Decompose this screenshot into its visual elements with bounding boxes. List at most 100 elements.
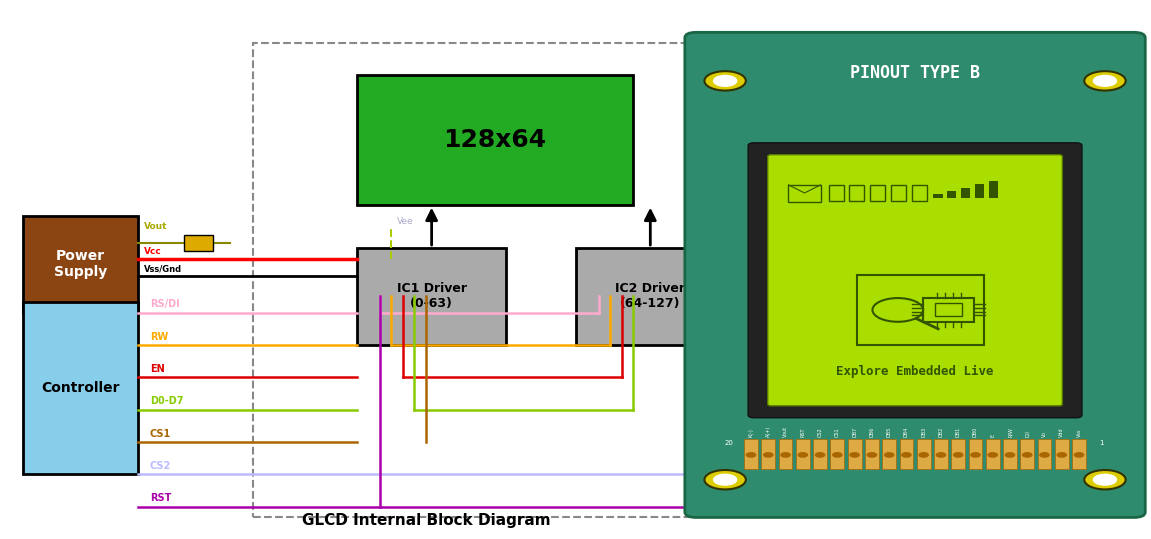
FancyBboxPatch shape — [23, 302, 138, 474]
Circle shape — [832, 453, 841, 457]
FancyBboxPatch shape — [357, 248, 506, 345]
Text: EN: EN — [150, 364, 165, 374]
Bar — [933, 194, 943, 198]
FancyBboxPatch shape — [866, 439, 879, 469]
Bar — [989, 181, 998, 198]
Text: GLCD Internal Block Diagram: GLCD Internal Block Diagram — [302, 513, 550, 528]
FancyBboxPatch shape — [357, 75, 633, 205]
Text: R/W: R/W — [1007, 427, 1013, 437]
FancyBboxPatch shape — [916, 439, 930, 469]
Circle shape — [780, 453, 790, 457]
Text: RS/DI: RS/DI — [150, 299, 180, 309]
Circle shape — [1093, 474, 1116, 485]
Text: 20: 20 — [724, 440, 733, 446]
Text: Vss: Vss — [1076, 428, 1082, 437]
Text: DB3: DB3 — [921, 426, 927, 437]
FancyBboxPatch shape — [882, 439, 895, 469]
FancyBboxPatch shape — [935, 439, 948, 469]
Text: RW: RW — [150, 331, 168, 342]
FancyBboxPatch shape — [1003, 439, 1016, 469]
FancyBboxPatch shape — [985, 439, 999, 469]
Text: D/I: D/I — [1024, 430, 1030, 437]
FancyBboxPatch shape — [1037, 439, 1052, 469]
Text: PINOUT TYPE B: PINOUT TYPE B — [851, 64, 980, 82]
Circle shape — [953, 453, 962, 457]
Text: IC1 Driver
(0-63): IC1 Driver (0-63) — [397, 282, 466, 310]
Text: DB2: DB2 — [938, 426, 944, 437]
Circle shape — [764, 453, 773, 457]
Text: 128x64: 128x64 — [443, 128, 547, 152]
Text: DB5: DB5 — [886, 426, 892, 437]
Text: CS2: CS2 — [150, 461, 170, 471]
Text: Controller: Controller — [41, 381, 120, 395]
Circle shape — [714, 474, 737, 485]
Text: RST: RST — [150, 493, 171, 503]
Circle shape — [884, 453, 893, 457]
Text: Vcc: Vcc — [144, 247, 161, 256]
Text: RST: RST — [800, 427, 806, 437]
Circle shape — [1084, 470, 1126, 489]
Text: DB7: DB7 — [852, 426, 857, 437]
Circle shape — [867, 453, 877, 457]
FancyBboxPatch shape — [768, 155, 1062, 406]
Text: DB0: DB0 — [973, 426, 978, 437]
Text: Vout: Vout — [144, 222, 167, 231]
Text: DB6: DB6 — [869, 426, 875, 437]
Circle shape — [704, 470, 746, 489]
Circle shape — [849, 453, 859, 457]
Bar — [947, 191, 956, 198]
FancyBboxPatch shape — [1072, 439, 1085, 469]
Circle shape — [1057, 453, 1066, 457]
Text: D0-D7: D0-D7 — [150, 396, 183, 406]
FancyBboxPatch shape — [900, 439, 914, 469]
Text: CS1: CS1 — [150, 429, 170, 439]
Text: CS1: CS1 — [834, 427, 840, 437]
Circle shape — [704, 71, 746, 91]
Circle shape — [936, 453, 946, 457]
FancyBboxPatch shape — [184, 234, 213, 251]
Text: DB4: DB4 — [904, 426, 909, 437]
Text: Vo: Vo — [1042, 431, 1047, 437]
Circle shape — [902, 453, 912, 457]
FancyBboxPatch shape — [744, 439, 757, 469]
Circle shape — [1093, 75, 1116, 86]
Circle shape — [971, 453, 981, 457]
Text: Power
Supply: Power Supply — [54, 249, 107, 279]
Text: A(+): A(+) — [765, 425, 771, 437]
Circle shape — [918, 453, 928, 457]
FancyBboxPatch shape — [1020, 439, 1034, 469]
FancyBboxPatch shape — [748, 143, 1082, 418]
Text: Vout: Vout — [783, 425, 788, 437]
FancyBboxPatch shape — [830, 439, 844, 469]
Circle shape — [1041, 453, 1050, 457]
FancyBboxPatch shape — [968, 439, 982, 469]
FancyBboxPatch shape — [847, 439, 861, 469]
Text: Explore Embedded Live: Explore Embedded Live — [837, 365, 993, 378]
Text: IC2 Driver
(64-127): IC2 Driver (64-127) — [616, 282, 685, 310]
FancyBboxPatch shape — [576, 248, 725, 345]
FancyBboxPatch shape — [762, 439, 776, 469]
Text: Vss/Gnd: Vss/Gnd — [144, 265, 182, 273]
Text: Vdd: Vdd — [1059, 427, 1065, 437]
FancyBboxPatch shape — [1054, 439, 1068, 469]
Circle shape — [1074, 453, 1083, 457]
Circle shape — [1084, 71, 1126, 91]
Circle shape — [1022, 453, 1031, 457]
Bar — [975, 184, 984, 198]
Text: CS2: CS2 — [817, 427, 823, 437]
FancyBboxPatch shape — [813, 439, 826, 469]
Circle shape — [798, 453, 808, 457]
FancyBboxPatch shape — [778, 439, 792, 469]
Circle shape — [988, 453, 997, 457]
FancyBboxPatch shape — [796, 439, 810, 469]
Text: DB1: DB1 — [955, 426, 961, 437]
Text: E: E — [990, 433, 996, 437]
FancyBboxPatch shape — [951, 439, 965, 469]
Circle shape — [714, 75, 737, 86]
Circle shape — [815, 453, 824, 457]
Circle shape — [1005, 453, 1015, 457]
FancyBboxPatch shape — [23, 216, 138, 313]
Text: K(-): K(-) — [748, 428, 754, 437]
Text: 1: 1 — [1099, 440, 1104, 446]
FancyBboxPatch shape — [685, 32, 1145, 517]
